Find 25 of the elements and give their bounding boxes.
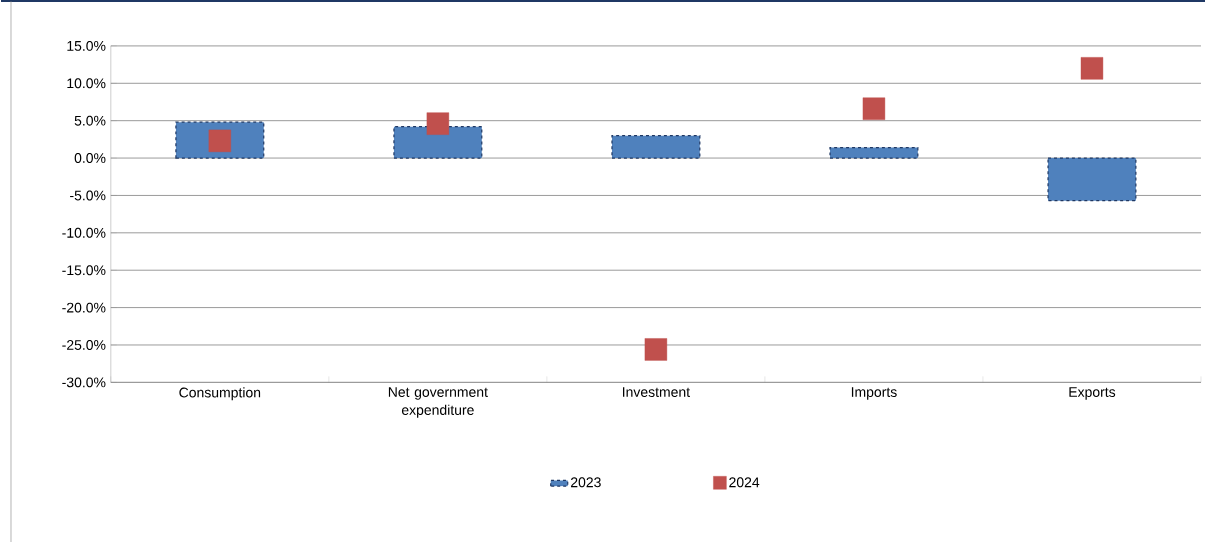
x-tick-label: Consumption (179, 387, 261, 401)
bar (829, 146, 919, 159)
point (1080, 56, 1104, 80)
y-tick-label: -25.0% (62, 339, 106, 350)
y-tick-label: 5.0% (74, 115, 106, 126)
x-tick-label: Exports (1069, 387, 1116, 400)
x-tick-label: Net government expenditure (388, 387, 488, 418)
y-tick-label: -10.0% (62, 227, 106, 238)
point (426, 112, 450, 135)
bar (611, 134, 701, 159)
y-tick-label: -30.0% (62, 377, 106, 388)
point (862, 97, 886, 120)
y-tick-label: -5.0% (70, 190, 106, 201)
point (644, 338, 668, 361)
y-tick-label: 10.0% (67, 78, 106, 89)
y-tick-label: 15.0% (67, 40, 106, 51)
legend-label: 2024 (729, 477, 760, 488)
bar (393, 125, 483, 159)
y-tick-label: 0.0% (74, 152, 106, 163)
x-tick-label: Investment (623, 387, 690, 397)
y-tick-label: -15.0% (62, 265, 106, 275)
y-tick-label: -20.0% (62, 302, 106, 313)
legend-label: 2023 (571, 477, 601, 488)
bar (1047, 157, 1137, 202)
x-tick-label: Imports (851, 387, 897, 400)
